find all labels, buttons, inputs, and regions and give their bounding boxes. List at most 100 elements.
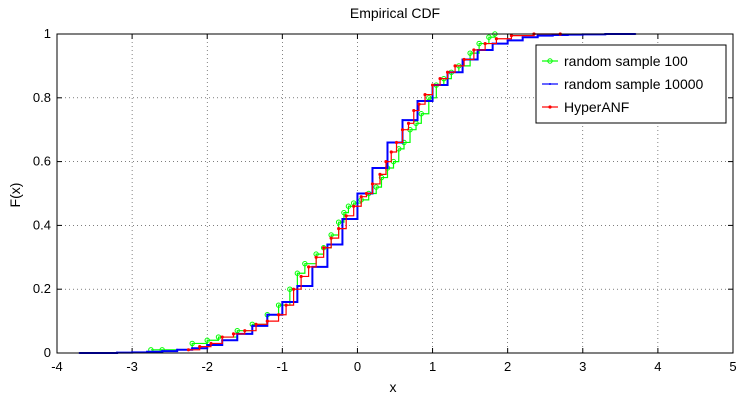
data-point [438,77,442,81]
data-point [378,174,385,181]
y-tick-label: 0.8 [33,90,51,105]
data-point [423,93,427,97]
data-point [509,33,514,38]
y-tick-label: 0.2 [33,281,51,296]
data-point [294,270,301,276]
data-point [275,302,282,308]
x-tick-label: -1 [277,359,289,374]
data-point [307,265,311,269]
data-point [284,303,288,307]
x-tick-label: -4 [51,359,63,374]
x-tick-label: -2 [201,359,213,374]
x-tick-label: 3 [579,359,586,374]
legend-item: random sample 10000 [542,76,704,92]
data-point [359,195,363,199]
data-point [209,341,213,346]
legend-label: random sample 10000 [564,76,704,92]
legend-item: HyperANF [542,99,629,115]
y-tick-label: 0.4 [33,217,51,232]
y-tick-label: 0.6 [33,154,51,169]
data-point [329,236,333,240]
data-point [296,285,299,288]
legend-label: HyperANF [564,99,629,115]
data-point [430,83,435,87]
data-point [220,335,224,339]
data-point [335,219,342,225]
data-point [384,160,388,164]
data-point [412,108,416,113]
data-point [302,260,308,267]
data-point [345,203,352,209]
data-point [370,182,375,186]
data-point [462,57,466,62]
x-axis-label: x [390,379,397,395]
data-point [206,344,209,347]
y-axis-label: F(x) [7,183,23,208]
x-tick-label: 4 [654,359,661,374]
x-tick-label: 2 [504,359,511,374]
data-point [186,348,191,352]
data-point [251,324,254,327]
data-point [254,322,258,326]
legend-marker [548,105,552,109]
plot-area: -4 -3 -2 -1 0 1 2 3 4 5 0 0.2 0.4 0.6 0.8 1 random sampl… [33,26,737,374]
data-point [394,140,399,145]
data-point [281,300,284,303]
y-tick-label: 1 [44,26,51,41]
data-point [299,274,303,279]
data-point [453,64,457,68]
data-point [389,150,393,154]
data-point [326,243,329,246]
data-point [314,255,318,259]
data-point [417,102,421,106]
data-point [322,246,326,250]
x-tick-label: -3 [126,359,138,374]
x-tick-label: 5 [729,359,736,374]
series-hyperanf [186,32,562,352]
data-point [344,214,348,218]
data-point [483,41,487,46]
x-tick-label: 1 [429,359,436,374]
data-point [371,166,374,169]
data-point [373,184,379,190]
data-point [276,313,281,317]
data-point [536,34,539,37]
data-point [378,172,382,176]
data-point [231,332,236,336]
data-point [406,121,411,125]
data-point [176,348,179,351]
data-point [189,340,195,347]
data-point [364,191,369,196]
data-point [400,128,405,132]
legend: random sample 100 random sample 10000 Hype… [535,44,727,124]
x-tick-label: 0 [354,359,361,374]
data-point [198,345,202,349]
data-point [486,34,492,40]
legend-marker [547,58,553,64]
data-point [467,50,473,56]
data-point [243,329,247,333]
legend-marker [549,83,551,85]
data-point [191,347,194,350]
data-point [476,40,482,47]
data-point [266,313,269,316]
data-point [337,226,341,231]
axes-box [56,33,734,354]
data-point [292,287,296,291]
chart-title: Empirical CDF [350,5,440,21]
data-point [386,141,389,144]
data-point [356,192,359,195]
data-point [445,70,450,74]
data-point [341,218,344,221]
data-point [506,39,509,42]
data-point [352,204,356,208]
data-point [341,209,347,216]
data-point [416,99,419,102]
data-point [401,119,404,122]
data-point [161,350,164,353]
data-point [204,337,210,343]
data-point [146,350,149,353]
y-tick-label: 0 [44,345,51,360]
data-point [418,111,424,117]
